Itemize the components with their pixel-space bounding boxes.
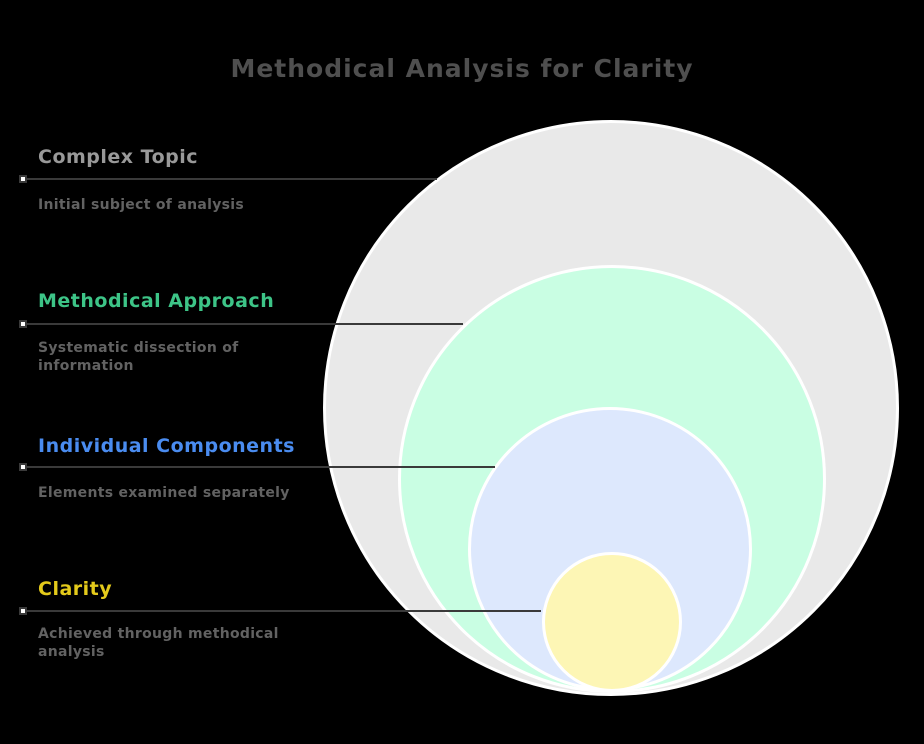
layer-label-complex-topic: Complex Topic [38,146,198,168]
label-title-individual-components: Individual Components [38,435,295,457]
label-description-complex-topic: Initial subject of analysis [38,197,245,213]
connector-line-methodical-approach [19,320,463,328]
connector-dot-icon [19,463,27,471]
connector-line-clarity [19,607,541,615]
layer-label-individual-components: Individual Components [38,435,295,457]
connector-dot-icon [19,607,27,615]
layer-label-clarity: Clarity [38,578,112,600]
circle-clarity [542,552,682,692]
label-title-methodical-approach: Methodical Approach [38,290,275,312]
label-description-methodical-approach: Systematic dissection of information [38,340,239,374]
label-description-individual-components: Elements examined separately [38,485,290,501]
label-title-complex-topic: Complex Topic [38,146,199,168]
diagram-title: Methodical Analysis for Clarity [230,54,694,83]
connector-line-complex-topic [19,175,437,183]
connector-line-individual-components [19,463,495,471]
connector-dot-icon [19,320,27,328]
label-title-clarity: Clarity [38,578,113,600]
connector-dot-icon [19,175,27,183]
label-description-clarity: Achieved through methodical analysis [38,626,279,660]
layer-label-methodical-approach: Methodical Approach [38,290,274,312]
